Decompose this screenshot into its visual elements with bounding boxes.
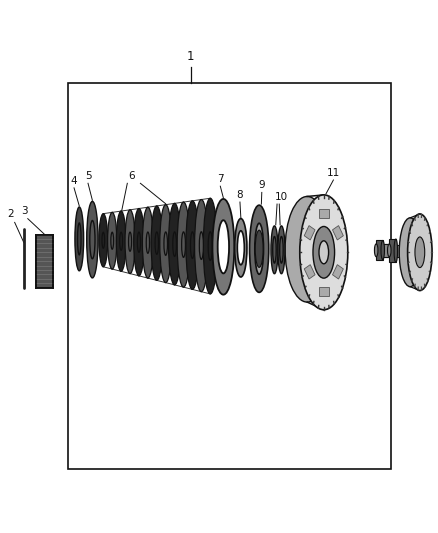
Ellipse shape	[250, 205, 269, 293]
Ellipse shape	[99, 214, 108, 267]
Ellipse shape	[273, 237, 276, 263]
Ellipse shape	[120, 232, 123, 250]
Bar	[304, 265, 315, 279]
Ellipse shape	[255, 223, 264, 274]
Ellipse shape	[111, 232, 113, 249]
Ellipse shape	[160, 205, 172, 282]
Ellipse shape	[374, 244, 378, 257]
Ellipse shape	[235, 219, 247, 277]
Ellipse shape	[319, 241, 328, 264]
Ellipse shape	[78, 223, 81, 255]
Ellipse shape	[271, 226, 278, 274]
Ellipse shape	[128, 232, 131, 251]
Bar	[389, 239, 396, 262]
Ellipse shape	[108, 212, 117, 269]
Ellipse shape	[400, 245, 403, 257]
Text: 10: 10	[275, 192, 288, 202]
Ellipse shape	[203, 198, 217, 294]
Ellipse shape	[164, 232, 167, 255]
Ellipse shape	[117, 211, 126, 271]
Text: 1: 1	[187, 51, 194, 63]
Text: 9: 9	[258, 180, 265, 190]
Ellipse shape	[285, 197, 329, 302]
Ellipse shape	[177, 202, 190, 287]
Bar	[319, 287, 328, 296]
Text: 7: 7	[217, 174, 224, 184]
Ellipse shape	[278, 226, 285, 274]
Ellipse shape	[399, 218, 421, 287]
Ellipse shape	[173, 232, 177, 256]
Ellipse shape	[408, 214, 432, 290]
Ellipse shape	[218, 220, 229, 273]
Ellipse shape	[394, 239, 398, 262]
Ellipse shape	[300, 195, 348, 310]
Text: 11: 11	[327, 168, 340, 178]
Text: 2: 2	[7, 208, 14, 219]
Ellipse shape	[255, 230, 263, 268]
Ellipse shape	[381, 240, 385, 260]
Ellipse shape	[212, 199, 234, 295]
Ellipse shape	[280, 237, 283, 263]
Ellipse shape	[138, 232, 141, 252]
Bar	[376, 240, 383, 260]
Ellipse shape	[313, 227, 335, 278]
Bar	[36, 235, 53, 288]
Text: 8: 8	[237, 190, 243, 200]
Bar	[383, 244, 389, 257]
Text: 4: 4	[71, 176, 78, 185]
Ellipse shape	[169, 204, 181, 285]
Ellipse shape	[199, 232, 203, 260]
Bar	[396, 245, 402, 257]
Bar	[332, 225, 343, 240]
Ellipse shape	[191, 232, 194, 259]
Ellipse shape	[75, 207, 84, 271]
Bar	[68, 83, 392, 469]
Ellipse shape	[134, 208, 144, 276]
Ellipse shape	[102, 232, 105, 248]
Ellipse shape	[194, 199, 208, 292]
Ellipse shape	[142, 207, 153, 278]
Ellipse shape	[155, 232, 159, 254]
Bar	[319, 209, 328, 217]
Ellipse shape	[388, 244, 391, 257]
Ellipse shape	[237, 231, 244, 265]
Text: 3: 3	[21, 206, 28, 216]
Ellipse shape	[415, 237, 425, 268]
Ellipse shape	[87, 201, 98, 278]
Ellipse shape	[208, 232, 212, 261]
Bar	[376, 244, 392, 257]
Ellipse shape	[182, 232, 185, 257]
Text: 5: 5	[85, 171, 92, 181]
Ellipse shape	[186, 201, 199, 289]
Ellipse shape	[90, 221, 95, 259]
Bar	[304, 225, 315, 240]
Ellipse shape	[125, 210, 135, 273]
Text: 6: 6	[128, 171, 135, 181]
Ellipse shape	[146, 232, 149, 253]
Bar	[332, 265, 343, 279]
Ellipse shape	[151, 206, 162, 280]
